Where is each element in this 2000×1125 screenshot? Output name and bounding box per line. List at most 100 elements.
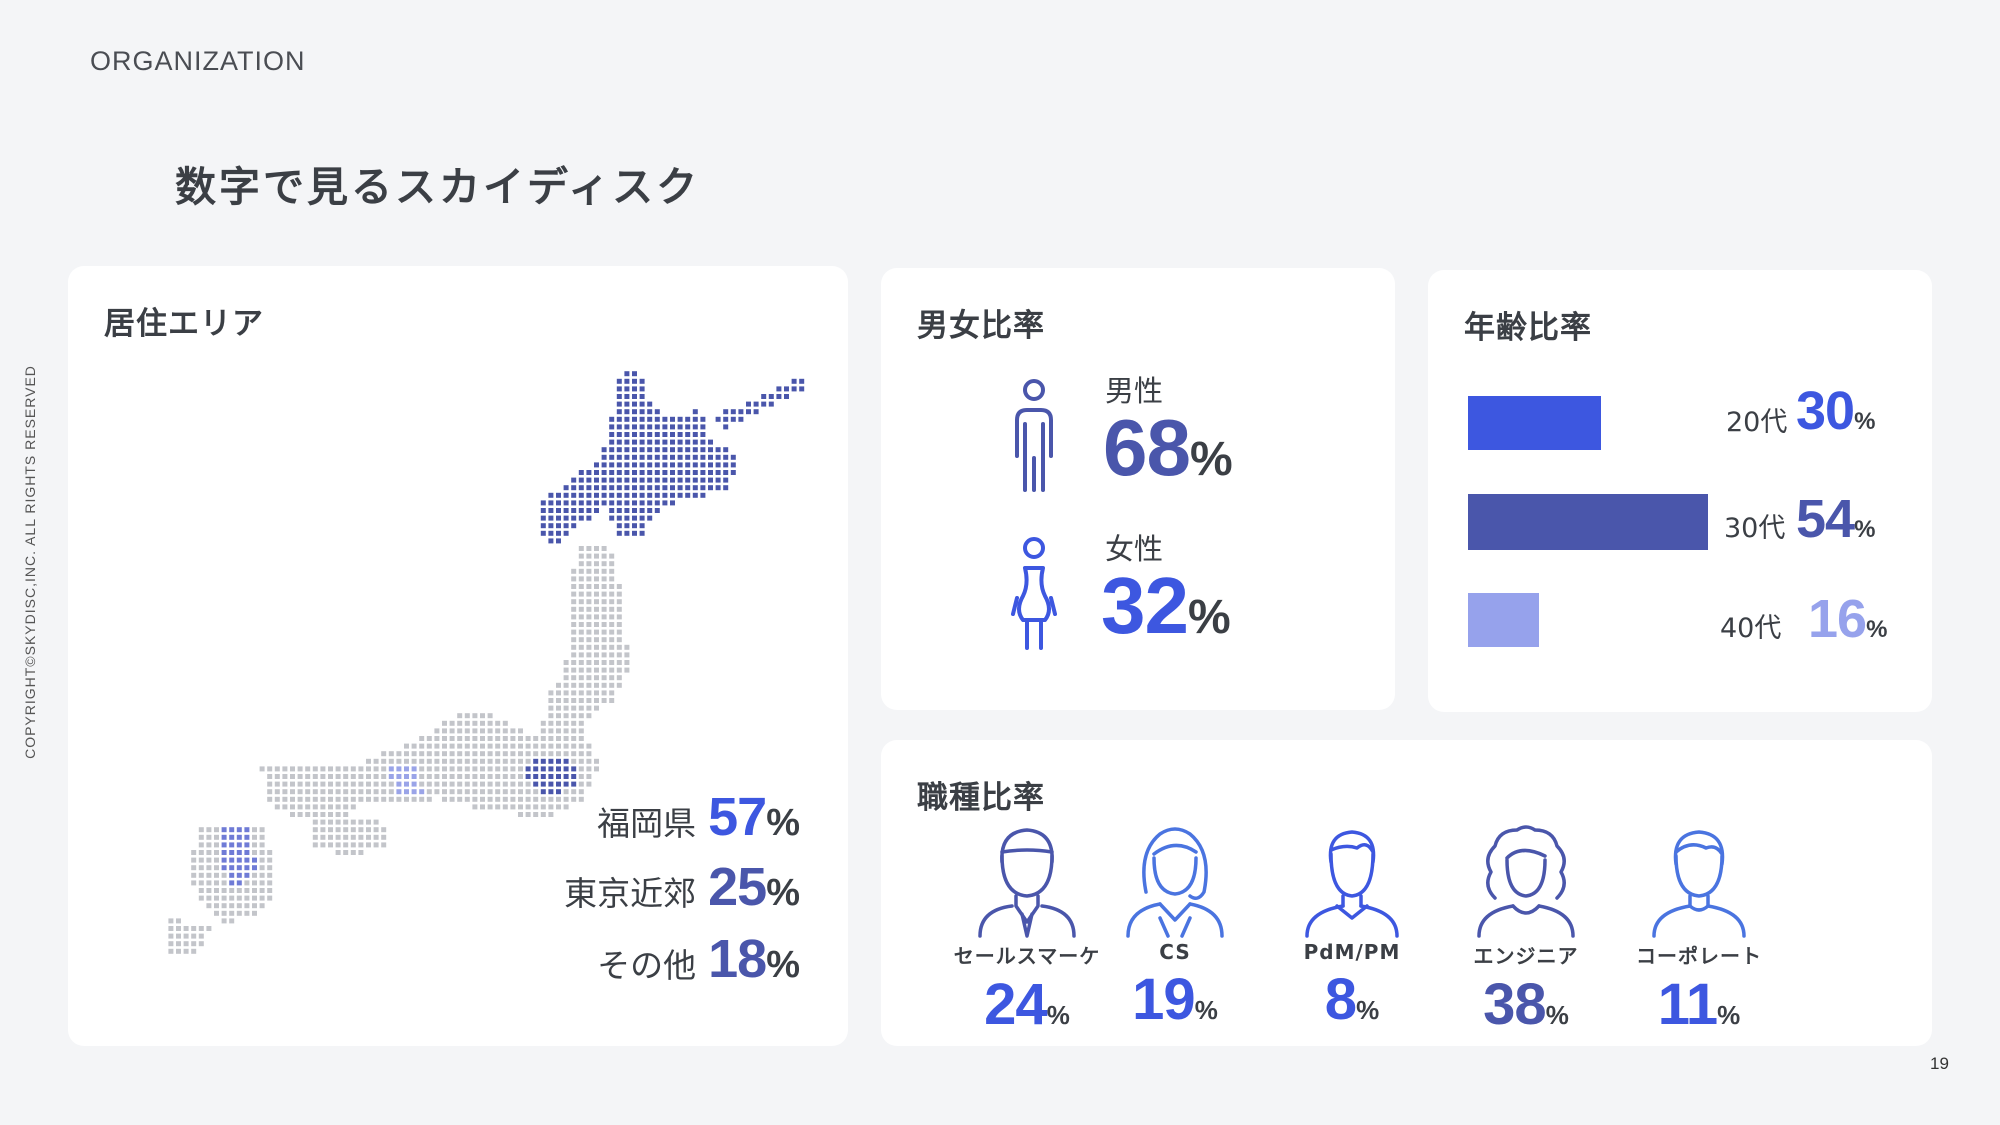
map-dot xyxy=(358,781,364,787)
map-dot xyxy=(396,758,402,764)
map-dot xyxy=(609,568,615,574)
map-dot xyxy=(221,910,227,916)
map-dot xyxy=(571,622,577,627)
male-icon xyxy=(1015,379,1053,492)
map-dot xyxy=(624,394,630,399)
map-dot xyxy=(654,462,660,468)
female-icon xyxy=(1011,537,1057,650)
map-dot xyxy=(563,796,569,802)
map-dot xyxy=(670,470,675,475)
map-dot xyxy=(685,477,691,483)
map-dot xyxy=(571,796,577,802)
map-dot xyxy=(214,850,219,855)
map-dot xyxy=(571,591,577,597)
map-dot xyxy=(388,774,394,779)
map-dot xyxy=(335,819,341,825)
map-dot xyxy=(654,409,660,415)
map-dot xyxy=(677,462,683,468)
map-dot xyxy=(578,644,584,650)
map-dot xyxy=(670,492,675,498)
map-dot xyxy=(586,614,592,620)
map-dot xyxy=(305,774,311,779)
age-card: 年齢比率 20代 30 % 30代 54 % 40代 16 % xyxy=(1428,270,1932,712)
map-dot xyxy=(578,546,584,551)
map-dot xyxy=(442,796,447,802)
map-dot xyxy=(206,834,212,840)
map-dot xyxy=(616,530,622,536)
map-dot xyxy=(639,416,645,422)
map-dot xyxy=(624,523,630,529)
map-dot xyxy=(616,500,622,506)
map-dot xyxy=(312,789,318,795)
age-title: 年齢比率 xyxy=(1464,310,1592,346)
map-dot xyxy=(434,766,440,772)
map-dot xyxy=(244,865,250,871)
map-dot xyxy=(556,713,561,719)
map-dot xyxy=(328,789,333,795)
map-dot xyxy=(578,728,584,734)
map-dot xyxy=(244,872,250,878)
map-dot xyxy=(198,933,204,939)
map-dot xyxy=(282,781,288,787)
map-dot xyxy=(632,432,637,437)
map-dot xyxy=(632,401,637,407)
map-dot xyxy=(654,477,660,483)
map-dot xyxy=(366,796,371,802)
map-dot xyxy=(221,888,227,893)
map-dot xyxy=(214,903,219,909)
map-dot xyxy=(594,644,599,650)
map-dot xyxy=(487,758,493,764)
map-dot xyxy=(616,629,622,635)
map-dot xyxy=(632,470,637,475)
map-dot xyxy=(267,781,273,787)
map-dot xyxy=(533,774,539,779)
map-dot xyxy=(236,895,242,901)
map-dot xyxy=(586,622,592,627)
map-dot xyxy=(730,462,736,468)
map-dot xyxy=(670,432,675,437)
map-dot xyxy=(632,485,637,491)
map-dot xyxy=(578,500,584,506)
map-dot xyxy=(548,804,554,810)
map-dot xyxy=(495,743,501,749)
stat-label: その他 xyxy=(597,946,697,985)
map-dot xyxy=(176,933,181,939)
map-dot xyxy=(198,827,204,833)
map-dot xyxy=(540,728,546,734)
map-dot xyxy=(609,432,615,437)
map-dot xyxy=(548,781,554,787)
map-dot xyxy=(616,416,622,422)
map-dot xyxy=(578,485,584,491)
map-dot xyxy=(449,781,455,787)
map-dot xyxy=(381,758,387,764)
map-dot xyxy=(647,492,653,498)
map-dot xyxy=(282,789,288,795)
map-dot xyxy=(518,812,523,817)
map-dot xyxy=(639,439,645,445)
map-dot xyxy=(624,432,630,437)
map-dot xyxy=(601,546,607,551)
map-dot xyxy=(320,774,326,779)
map-dot xyxy=(472,796,478,802)
map-dot xyxy=(358,834,364,840)
map-dot xyxy=(350,789,356,795)
map-dot xyxy=(776,386,782,392)
map-dot xyxy=(609,637,615,643)
map-dot xyxy=(411,743,417,749)
map-dot xyxy=(548,705,554,711)
map-dot xyxy=(464,758,470,764)
map-dot xyxy=(206,850,212,855)
map-dot xyxy=(464,743,470,749)
map-dot xyxy=(563,698,569,703)
map-dot xyxy=(442,758,447,764)
map-dot xyxy=(540,736,546,741)
map-dot xyxy=(381,796,387,802)
map-dot xyxy=(366,834,371,840)
map-dot xyxy=(259,895,265,901)
map-dot xyxy=(563,675,569,681)
map-dot xyxy=(381,751,387,757)
map-dot xyxy=(639,523,645,529)
map-dot xyxy=(487,743,493,749)
map-dot xyxy=(404,781,409,787)
map-dot xyxy=(776,394,782,399)
